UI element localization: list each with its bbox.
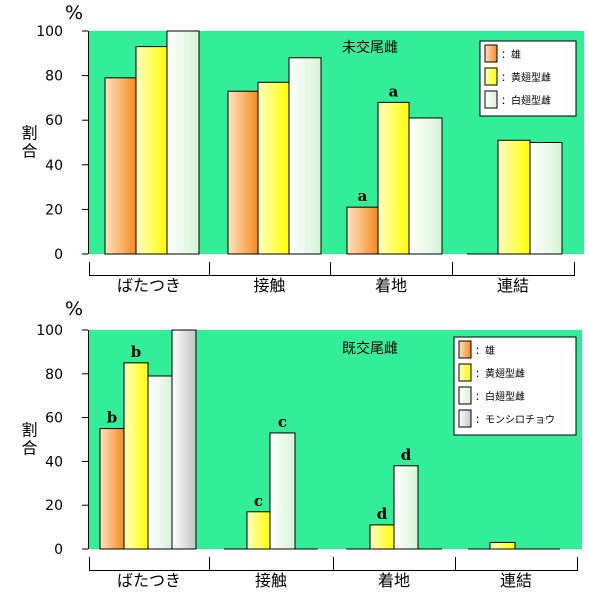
bar (166, 30, 200, 255)
bar (393, 465, 419, 550)
y-unit-label: % (65, 298, 83, 320)
legend-swatch (458, 409, 472, 428)
bar (377, 101, 410, 255)
y-axis-label: 割合 (19, 422, 38, 458)
legend-swatch (484, 90, 498, 109)
legend-label: ：黄翅型雌 (501, 71, 551, 84)
significance-label: c (254, 492, 263, 510)
legend-label: ：白翅型雌 (475, 390, 525, 403)
legend-swatch (484, 44, 498, 63)
significance-label: b (107, 409, 118, 427)
legend-swatch (458, 340, 472, 359)
significance-label: d (401, 446, 412, 464)
bar (408, 117, 443, 255)
legend-swatch (458, 363, 472, 382)
bar (288, 57, 322, 255)
significance-label: c (278, 413, 287, 431)
legend-swatch (484, 67, 498, 86)
bar (171, 329, 197, 550)
bar (346, 206, 379, 255)
category-label: 着地 (378, 571, 410, 590)
legend-label: ：モンシロチョウ (475, 414, 555, 426)
bar (246, 511, 271, 550)
y-tick-label: 80 (45, 367, 63, 383)
legend-box (453, 336, 577, 436)
bar (257, 81, 290, 255)
y-tick-label: 20 (45, 202, 63, 218)
bar (529, 142, 563, 255)
bar (99, 428, 125, 550)
category-label: 着地 (375, 276, 407, 295)
significance-label: b (131, 343, 142, 361)
legend-label: ：黄翅型雌 (475, 367, 525, 380)
bar (227, 90, 259, 255)
significance-label: a (358, 187, 368, 205)
legend-label: ：雄 (501, 48, 521, 61)
y-tick-label: 60 (45, 411, 63, 427)
panel-title: 既交尾雌 (342, 340, 398, 357)
y-unit-label: % (65, 2, 83, 24)
y-tick-label: 20 (45, 498, 63, 514)
bar (489, 541, 516, 550)
bar (104, 77, 137, 255)
category-label: 接触 (255, 571, 287, 590)
y-axis-label: 割合 (19, 125, 38, 161)
category-label: 連結 (497, 276, 529, 295)
significance-label: d (377, 505, 388, 523)
bar (269, 432, 296, 550)
y-tick-label: 40 (45, 454, 63, 470)
y-tick-label: 100 (36, 323, 63, 339)
bar (123, 362, 149, 550)
bar (147, 375, 173, 550)
legend-swatch (458, 386, 472, 405)
category-label: 連結 (500, 571, 532, 590)
y-tick-label: 40 (45, 158, 63, 174)
y-tick-label: 80 (45, 69, 63, 85)
y-tick-label: 0 (54, 542, 63, 558)
category-label: 接触 (253, 276, 285, 295)
y-tick-label: 60 (45, 113, 63, 129)
panel-title: 未交尾雌 (342, 39, 398, 56)
legend: ：雄 ：黄翅型雌 ：白翅型雌 (479, 40, 577, 117)
bar (497, 139, 531, 255)
y-tick-label: 0 (54, 247, 63, 263)
legend-label: ：白翅型雌 (501, 94, 551, 107)
category-label: ばたつき (117, 571, 181, 590)
legend-label: ：雄 (475, 344, 495, 357)
category-label: ばたつき (117, 276, 181, 295)
bar (135, 46, 168, 255)
y-tick-label: 100 (36, 24, 63, 40)
significance-label: a (389, 82, 399, 100)
bar (369, 524, 395, 550)
legend: ：雄 ：黄翅型雌 ：白翅型雌 ：モンシロチョウ (453, 336, 577, 436)
